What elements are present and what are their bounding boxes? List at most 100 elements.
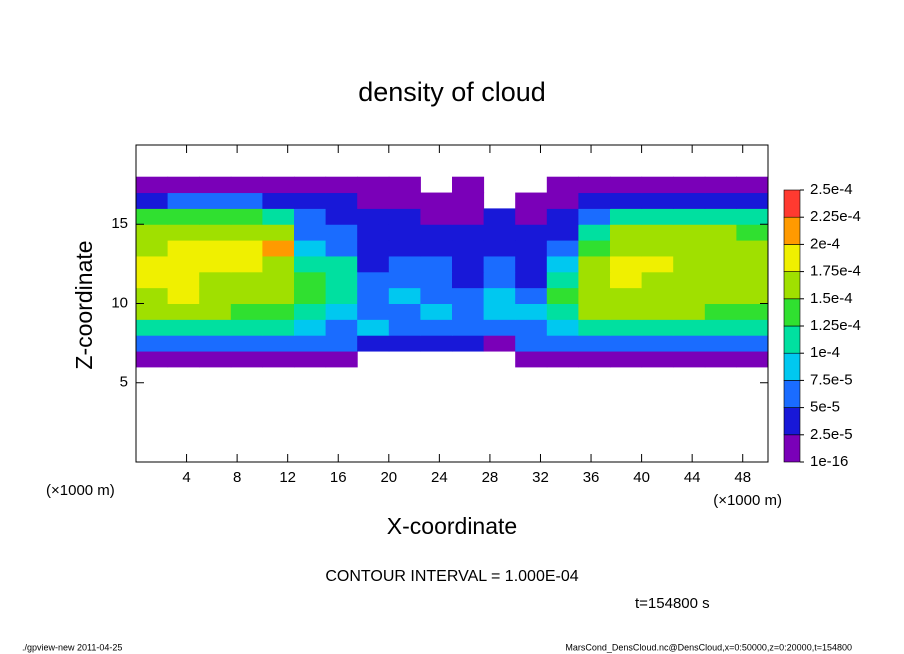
heat-cell [262, 255, 295, 273]
heat-cell [515, 287, 548, 304]
heat-cell [641, 192, 674, 209]
heat-cell [673, 287, 706, 304]
heat-cell [736, 208, 769, 225]
heat-cell [704, 319, 737, 336]
heat-cell [357, 335, 390, 352]
colorbar-label: 2.25e-4 [810, 208, 861, 225]
heat-cell [167, 224, 200, 241]
colorbar-band [783, 380, 801, 408]
x-tick-label: 16 [330, 469, 347, 486]
heat-cell [325, 255, 358, 273]
heat-cell [673, 303, 706, 320]
colorbar-band [783, 244, 801, 272]
heat-cell [136, 224, 169, 241]
heat-cell [515, 255, 548, 273]
heat-cell [357, 271, 390, 289]
heat-cell [641, 240, 674, 257]
heat-cell [420, 224, 453, 241]
heat-cell [325, 192, 358, 209]
heat-cell [673, 335, 706, 352]
heat-cell [167, 240, 200, 257]
heat-cell [736, 192, 769, 209]
heat-cell [704, 224, 737, 241]
heat-cell [230, 335, 263, 352]
heat-cell [704, 335, 737, 352]
heat-cell [167, 335, 200, 352]
heat-cell [262, 208, 295, 225]
heat-cell [262, 176, 295, 194]
heat-cell [736, 303, 769, 320]
heat-cell [294, 271, 327, 289]
heat-cell [578, 319, 611, 336]
x-tick-label: 20 [380, 469, 397, 486]
heat-cell [452, 319, 485, 336]
heat-cell [546, 303, 579, 320]
heat-cell [452, 208, 485, 225]
x-unit-label: (×1000 m) [713, 492, 782, 509]
heat-cell [546, 287, 579, 304]
heat-cell [230, 176, 263, 194]
heat-cell [578, 287, 611, 304]
x-tick-label: 40 [633, 469, 650, 486]
heat-cell [420, 287, 453, 304]
heat-cell [420, 271, 453, 289]
heat-cell [357, 176, 390, 194]
heat-cell [167, 176, 200, 194]
heat-cell [483, 271, 516, 289]
heat-cell [325, 319, 358, 336]
heat-cell [452, 192, 485, 209]
heat-cell [452, 287, 485, 304]
heat-cell [736, 255, 769, 273]
heat-cell [262, 319, 295, 336]
x-tick-label: 4 [182, 469, 190, 486]
heat-cell [546, 224, 579, 241]
heat-cell [704, 192, 737, 209]
x-tick-label: 28 [482, 469, 499, 486]
heat-cell [199, 319, 232, 336]
heat-cell [704, 208, 737, 225]
time-note: t=154800 s [635, 595, 710, 612]
heat-cell [136, 271, 169, 289]
heat-cell [388, 240, 421, 257]
heat-cell [357, 255, 390, 273]
heat-cell [167, 319, 200, 336]
heat-cell [167, 255, 200, 273]
heat-cell [388, 303, 421, 320]
heat-cell [578, 192, 611, 209]
heat-cell [610, 287, 643, 304]
heat-cell [420, 255, 453, 273]
heat-cell [452, 335, 485, 352]
heat-cell [578, 271, 611, 289]
heat-cell [294, 319, 327, 336]
colorbar-band [783, 434, 801, 463]
x-tick-label: 8 [233, 469, 241, 486]
colorbar-label: 1.25e-4 [810, 317, 861, 334]
heat-cell [641, 351, 674, 368]
colorbar-band [783, 325, 801, 354]
heat-cell [452, 303, 485, 320]
heat-cell [704, 287, 737, 304]
heat-cell [546, 255, 579, 273]
x-unit-label: (×1000 m) [46, 482, 115, 499]
heat-cell [199, 224, 232, 241]
heat-cell [199, 192, 232, 209]
heat-cell [452, 224, 485, 241]
heat-cell [610, 255, 643, 273]
colorbar-label: 1e-16 [810, 453, 848, 470]
heat-cell [673, 208, 706, 225]
heat-cell [388, 335, 421, 352]
heat-cell [736, 271, 769, 289]
heat-cell [610, 351, 643, 368]
heat-cell [325, 208, 358, 225]
contour-note: CONTOUR INTERVAL = 1.000E-04 [325, 568, 578, 585]
heat-cell [388, 287, 421, 304]
heat-cell [294, 335, 327, 352]
heat-cell [294, 255, 327, 273]
heat-cell [388, 176, 421, 194]
heat-cell [483, 240, 516, 257]
heat-cell [736, 240, 769, 257]
heat-cell [294, 224, 327, 241]
heat-cell [704, 255, 737, 273]
heat-cell [262, 192, 295, 209]
heat-cell [230, 319, 263, 336]
